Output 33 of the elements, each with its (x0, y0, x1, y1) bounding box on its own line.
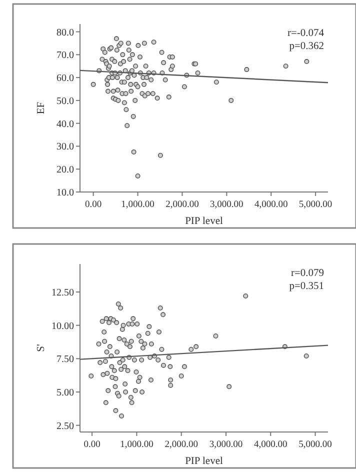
y-tick-label: 2.50 (56, 420, 74, 432)
x-tick-label: 2,000.00 (164, 440, 198, 450)
x-tick-label: 4,000.00 (254, 200, 288, 210)
y-tick-label: 10.00 (52, 320, 74, 332)
y-tick-label: 7.50 (56, 354, 74, 366)
x-tick-label: 2,000.00 (166, 200, 200, 210)
y-tick-label: 5.00 (56, 388, 74, 398)
x-tick-label: 1,000.00 (120, 440, 154, 450)
annotation: p=0.362 (289, 41, 324, 52)
y-tick-label: 50.0 (56, 96, 74, 107)
x-tick-label: 5,000.00 (298, 440, 332, 450)
y-tick-label: 12.50 (52, 288, 74, 298)
x-tick-label: 0.00 (84, 440, 101, 450)
x-tick-label: 3,000.00 (209, 440, 243, 450)
y-tick-label: 40.0 (56, 118, 74, 130)
annotation: p=0.351 (289, 281, 324, 292)
y-tick-label: 80.0 (56, 27, 74, 38)
x-tick-label: 0.00 (85, 200, 102, 210)
x-axis-title: PIP level (185, 216, 223, 227)
y-tick-label: 70.0 (56, 50, 74, 62)
y-tick-label: 30.0 (56, 142, 74, 153)
y-axis-title: S' (36, 344, 47, 352)
y-tick-label: 20.0 (56, 164, 74, 176)
y-axis-title: EF (36, 102, 47, 114)
y-tick-label: 60.0 (56, 73, 74, 84)
x-tick-label: 1,000.00 (121, 200, 155, 210)
x-axis-title: PIP level (185, 456, 223, 467)
y-tick-label: 10.0 (56, 188, 74, 198)
x-tick-label: 4,000.00 (254, 440, 288, 450)
annotation: r=0.079 (290, 268, 324, 279)
x-tick-label: 5,000.00 (298, 200, 332, 210)
x-tick-label: 3,000.00 (210, 200, 244, 210)
annotation: r=-0.074 (287, 28, 325, 39)
